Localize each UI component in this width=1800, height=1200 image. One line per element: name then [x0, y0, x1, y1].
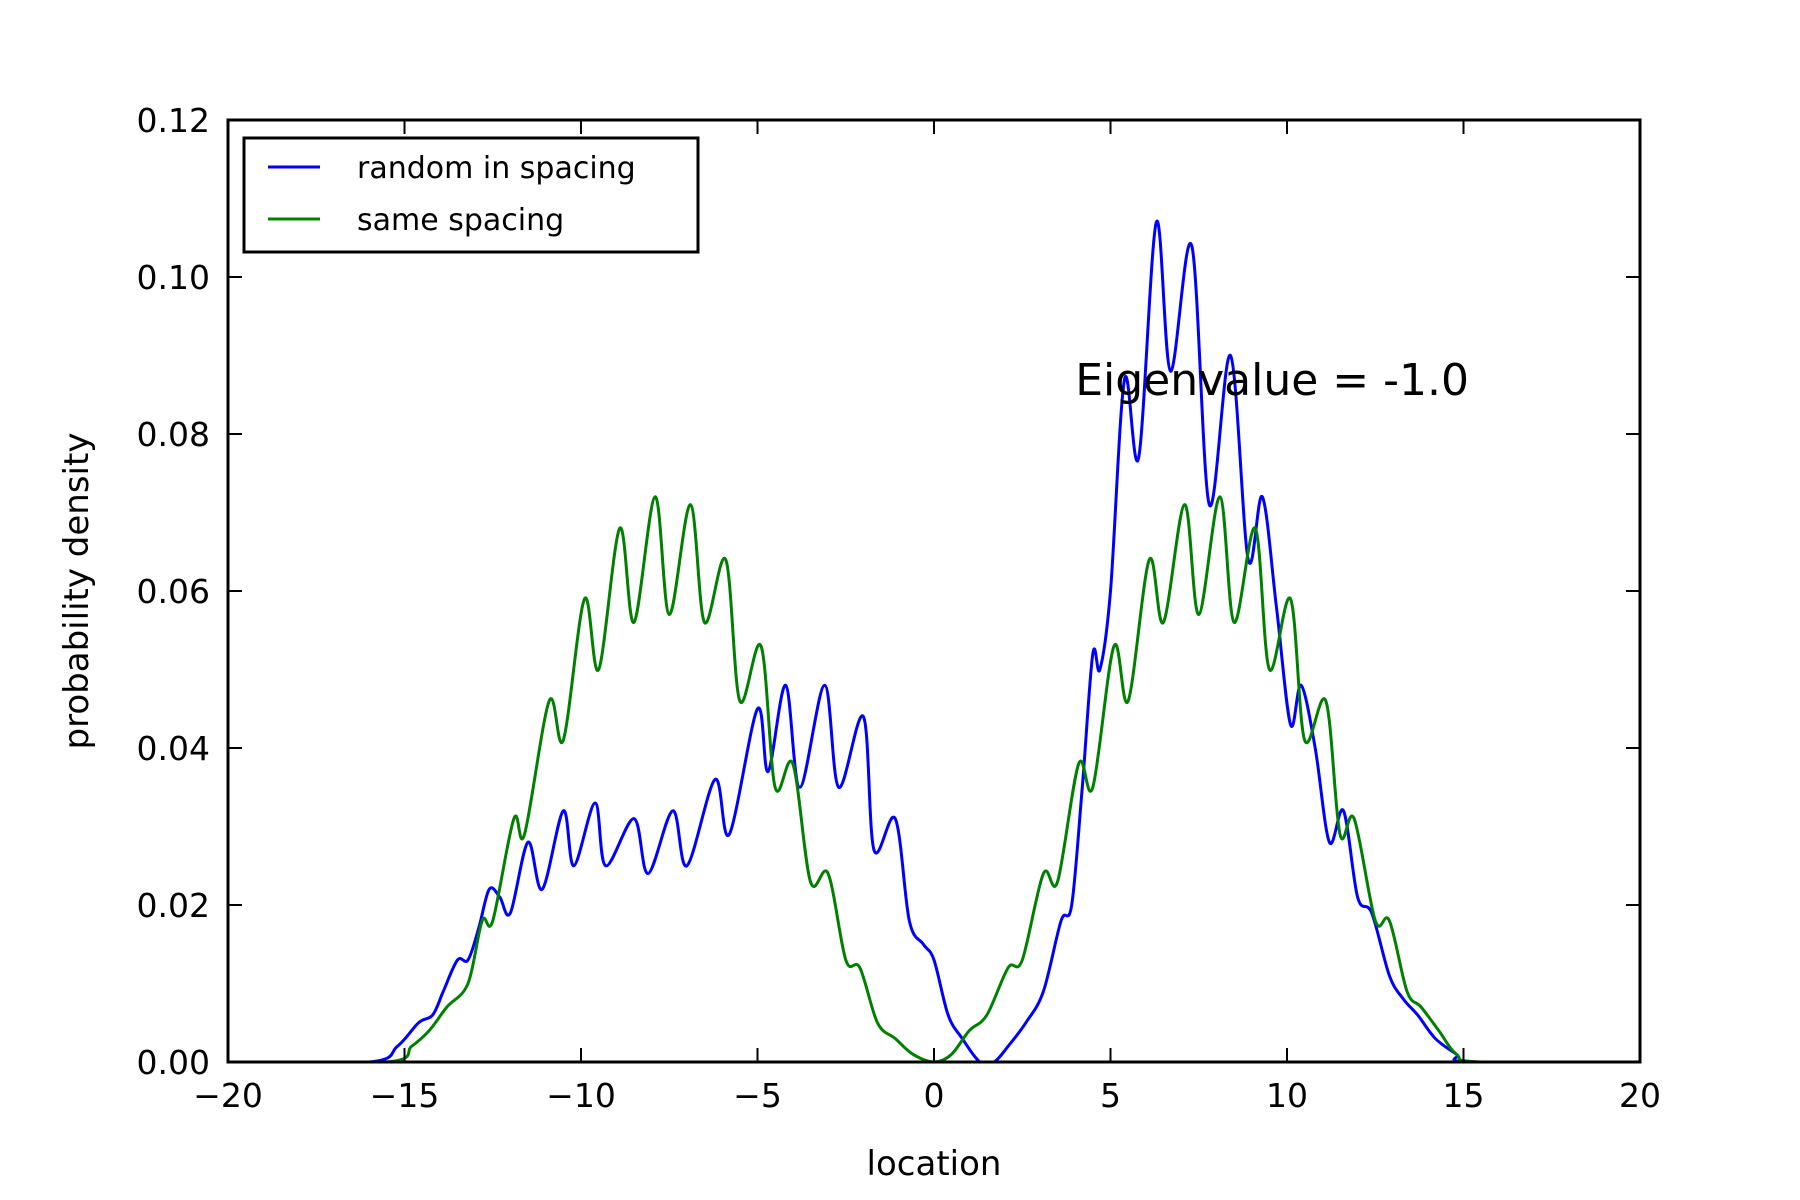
x-tick-label: 15	[1443, 1076, 1485, 1115]
y-tick-label: 0.02	[137, 886, 210, 925]
x-tick-label: −20	[193, 1076, 263, 1115]
y-tick-label: 0.04	[137, 729, 210, 768]
x-tick-label: −10	[546, 1076, 616, 1115]
plot-area: −20 −15 −10 −5 0 5 10 15 20 0.00 0.02 0.04 0.06 0.08 0…	[137, 101, 1661, 1115]
series-line-random-in-spacing	[228, 219, 1640, 1064]
x-tick-label: 10	[1266, 1076, 1308, 1115]
x-tick-label: 20	[1619, 1076, 1661, 1115]
x-tick-label: −15	[370, 1076, 440, 1115]
x-tick-label: 5	[1100, 1076, 1121, 1115]
y-tick-label: 0.10	[137, 258, 210, 297]
axes-frame	[226, 118, 1642, 1064]
eigenvalue-annotation: Eigenvalue = -1.0	[1075, 355, 1469, 406]
y-tick-label: 0.12	[137, 101, 210, 140]
x-tick-label: −5	[733, 1076, 782, 1115]
legend-label-random-in-spacing: random in spacing	[357, 151, 636, 186]
y-axis-label: probability density	[57, 433, 97, 750]
series-line-same-spacing	[228, 495, 1640, 1064]
legend-box	[242, 136, 700, 254]
ticks-layer: −20 −15 −10 −5 0 5 10 15 20 0.00 0.02 0.04 0.06 0.08 0…	[137, 101, 1661, 1115]
x-axis-label: location	[867, 1144, 1002, 1184]
legend: random in spacing same spacing	[242, 136, 700, 254]
y-tick-label: 0.06	[137, 572, 210, 611]
y-tick-label: 0.00	[137, 1043, 210, 1082]
x-tick-label: 0	[924, 1076, 945, 1115]
series-layer	[228, 219, 1640, 1064]
legend-label-same-spacing: same spacing	[357, 203, 564, 238]
y-tick-label: 0.08	[137, 415, 210, 454]
